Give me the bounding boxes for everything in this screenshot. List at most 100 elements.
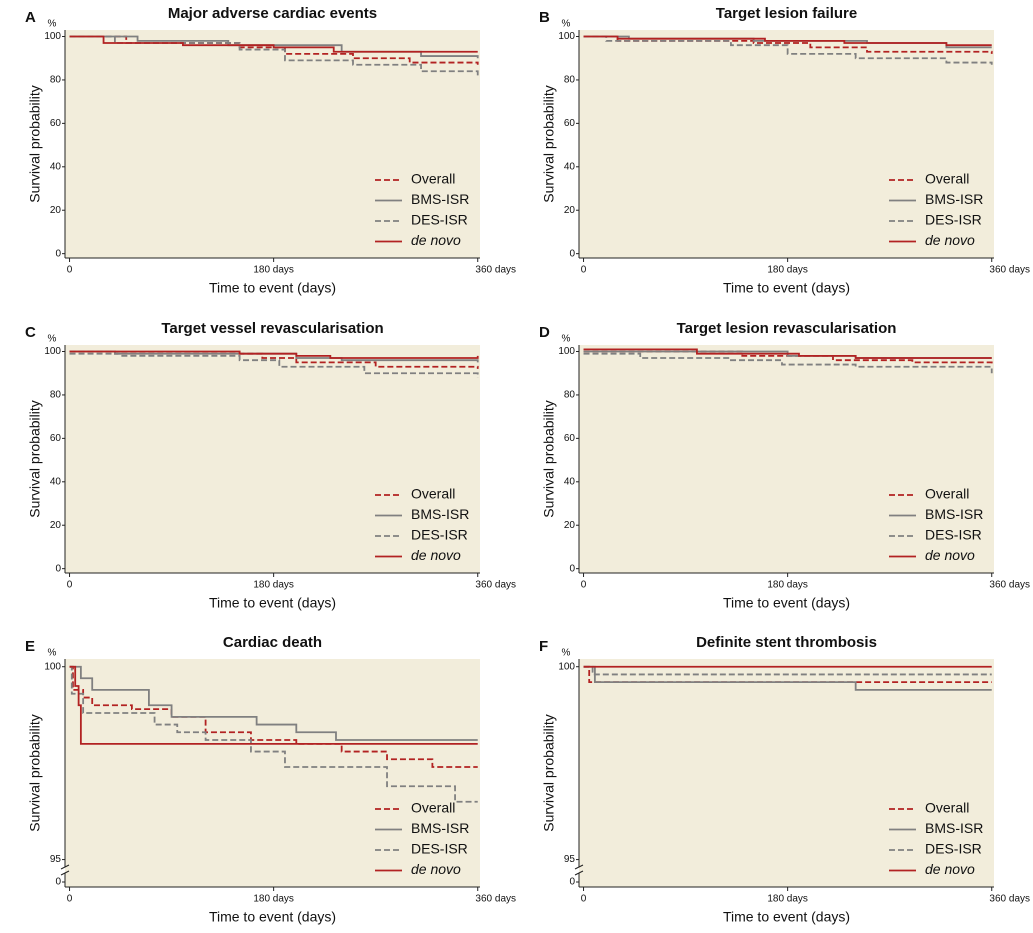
legend-label: Overall	[411, 486, 455, 502]
y-tick-label: 0	[55, 877, 61, 888]
legend-label: Overall	[925, 800, 969, 816]
y-tick-label: 60	[50, 118, 62, 129]
survival-curve	[583, 35, 992, 47]
plot-area	[579, 659, 994, 887]
x-tick-label: 180 days	[253, 894, 294, 905]
y-tick-label: 60	[564, 433, 576, 444]
survival-curve	[69, 350, 479, 359]
survival-curve	[583, 35, 993, 65]
legend-label: DES-ISR	[925, 841, 982, 857]
x-tick-label: 360 days	[475, 265, 516, 276]
survival-curve	[69, 665, 478, 745]
y-tick-label: 40	[50, 476, 62, 487]
y-tick-label: 0	[55, 563, 61, 574]
x-tick-label: 360 days	[989, 894, 1030, 905]
survival-curve	[69, 352, 479, 378]
chart-title: Target lesion failure	[716, 5, 857, 22]
y-tick-label: 80	[564, 75, 576, 86]
x-tick-label: 0	[581, 894, 587, 905]
y-tick-label: 100	[44, 661, 61, 672]
survival-curve	[69, 35, 479, 76]
panel: A Major adverse cardiac events% Survival p…	[25, 5, 516, 296]
x-tick-label: 360 days	[475, 894, 516, 905]
y-tick-label: 95	[564, 854, 576, 865]
y-tick-label: 0	[55, 248, 61, 259]
panel: C Target vessel revascularisation% Surviva…	[25, 320, 516, 611]
legend-label: DES-ISR	[925, 527, 982, 543]
survival-curve	[583, 348, 992, 359]
x-tick-label: 180 days	[253, 580, 294, 591]
y-tick-label: 0	[569, 877, 575, 888]
y-tick-label: 40	[564, 476, 576, 487]
x-tick-label: 0	[67, 265, 73, 276]
y-tick-label: 40	[50, 161, 62, 172]
panel-letter: A	[25, 9, 36, 26]
y-tick-label: 20	[564, 205, 576, 216]
legend-label: BMS-ISR	[925, 820, 983, 836]
y-tick-label: 20	[564, 520, 576, 531]
y-tick-label: 80	[50, 390, 62, 401]
panel: E Cardiac death% Survival probability Time …	[25, 634, 516, 925]
x-tick-label: 360 days	[989, 580, 1030, 591]
y-axis-label: Survival probability	[27, 85, 43, 203]
survival-curve	[69, 665, 478, 803]
x-tick-label: 180 days	[767, 580, 808, 591]
panel: D Target lesion revascularisation% Surviva…	[539, 320, 1030, 611]
x-tick-label: 180 days	[767, 265, 808, 276]
survival-curve	[69, 665, 478, 741]
legend-label: de novo	[411, 547, 461, 563]
legend-label: de novo	[925, 547, 975, 563]
y-axis-label: Survival probability	[541, 400, 557, 518]
y-tick-label: 100	[44, 31, 61, 42]
legend-label: DES-ISR	[925, 212, 982, 228]
y-tick-label: 20	[50, 205, 62, 216]
y-tick-label: 100	[44, 346, 61, 357]
y-tick-label: 95	[50, 854, 62, 865]
y-tick-label: 20	[50, 520, 62, 531]
panel-letter: C	[25, 324, 36, 341]
legend-label: Overall	[411, 800, 455, 816]
y-unit: %	[48, 648, 57, 659]
y-tick-label: 80	[50, 75, 62, 86]
chart-title: Major adverse cardiac events	[168, 5, 377, 22]
legend-label: Overall	[925, 171, 969, 187]
y-axis-label: Survival probability	[541, 85, 557, 203]
y-tick-label: 100	[558, 661, 575, 672]
legend-label: de novo	[925, 232, 975, 248]
y-unit: %	[562, 648, 571, 659]
x-axis-label: Time to event (days)	[723, 595, 850, 611]
legend-label: DES-ISR	[411, 527, 468, 543]
y-tick-label: 60	[50, 433, 62, 444]
x-tick-label: 180 days	[253, 265, 294, 276]
x-axis-label: Time to event (days)	[723, 909, 850, 925]
y-axis-label: Survival probability	[541, 714, 557, 832]
y-tick-label: 80	[564, 390, 576, 401]
legend-label: DES-ISR	[411, 212, 468, 228]
survival-curve	[69, 35, 478, 53]
x-axis-label: Time to event (days)	[209, 909, 336, 925]
y-unit: %	[562, 19, 571, 30]
survival-curve	[583, 350, 993, 365]
x-tick-label: 360 days	[475, 580, 516, 591]
y-tick-label: 60	[564, 118, 576, 129]
panel-letter: F	[539, 638, 548, 655]
legend-label: Overall	[411, 171, 455, 187]
x-tick-label: 360 days	[989, 265, 1030, 276]
y-tick-label: 40	[564, 161, 576, 172]
y-tick-label: 100	[558, 31, 575, 42]
plot-area	[579, 345, 994, 573]
y-tick-label: 0	[569, 248, 575, 259]
x-axis-label: Time to event (days)	[209, 280, 336, 296]
chart-title: Cardiac death	[223, 634, 322, 651]
y-unit: %	[48, 19, 57, 30]
x-axis-label: Time to event (days)	[723, 280, 850, 296]
legend-label: Overall	[925, 486, 969, 502]
plot-area	[65, 30, 480, 258]
panel-letter: B	[539, 9, 550, 26]
panel: B Target lesion failure% Survival probabil…	[539, 5, 1030, 296]
y-axis-label: Survival probability	[27, 400, 43, 518]
axis-break	[60, 864, 70, 876]
panel: F Definite stent thrombosis% Survival prob…	[539, 634, 1030, 925]
chart-title: Target vessel revascularisation	[161, 320, 383, 337]
